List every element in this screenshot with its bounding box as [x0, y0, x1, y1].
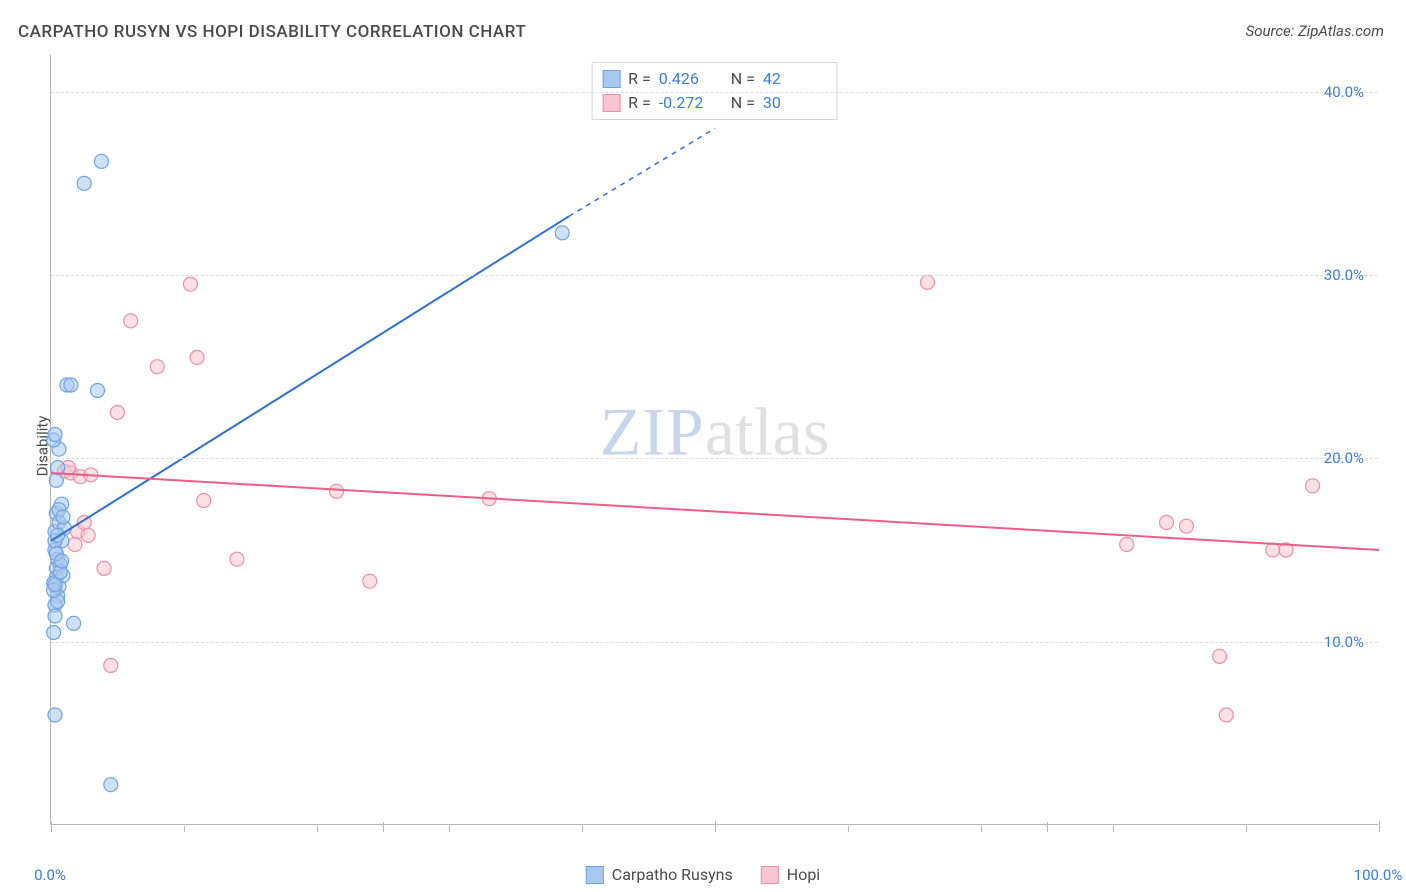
y-axis-label: Disability: [33, 416, 51, 477]
y-tick-label: 10.0%: [1324, 633, 1364, 651]
y-tick-label: 30.0%: [1324, 266, 1364, 284]
scatter-point-b: [920, 275, 934, 289]
legend-label: Hopi: [787, 865, 820, 884]
r-value: -0.272: [659, 91, 723, 115]
x-tick: [1379, 822, 1380, 832]
scatter-point-b: [1160, 516, 1174, 530]
x-tick-label: 100.0%: [1354, 866, 1403, 884]
scatter-point-b: [110, 406, 124, 420]
r-value: 0.426: [659, 67, 723, 91]
scatter-point-a: [555, 226, 569, 240]
r-label: R =: [628, 91, 651, 115]
gridline: [51, 92, 1378, 93]
chart-title: CARPATHO RUSYN VS HOPI DISABILITY CORREL…: [18, 22, 526, 42]
scatter-point-a: [64, 378, 78, 392]
scatter-point-a: [48, 428, 62, 442]
x-tick: [1113, 826, 1114, 832]
scatter-point-b: [68, 538, 82, 552]
x-tick: [1047, 822, 1048, 832]
legend-stat-row: R = 0.426 N = 42: [602, 67, 827, 91]
gridline: [51, 458, 1378, 459]
scatter-point-b: [1306, 479, 1320, 493]
source-attribution: Source: ZipAtlas.com: [1246, 22, 1384, 40]
scatter-point-a: [47, 626, 61, 640]
scatter-point-b: [124, 314, 138, 328]
x-tick: [383, 822, 384, 832]
scatter-point-b: [330, 484, 344, 498]
x-tick: [848, 826, 849, 832]
legend-item: Hopi: [761, 865, 820, 884]
scatter-point-b: [104, 659, 118, 673]
n-label: N =: [731, 91, 755, 115]
scatter-point-a: [77, 176, 91, 190]
x-tick: [317, 826, 318, 832]
scatter-point-b: [1219, 708, 1233, 722]
n-label: N =: [731, 67, 755, 91]
x-tick: [981, 826, 982, 832]
x-tick: [1246, 826, 1247, 832]
legend-swatch: [602, 94, 620, 112]
x-tick-label: 0.0%: [34, 866, 66, 884]
trend-line-a-ext: [569, 128, 715, 216]
plot-area: ZIPatlas R =0.426N =42R =-0.272N =30 10.…: [50, 55, 1378, 825]
scatter-point-b: [81, 528, 95, 542]
scatter-point-b: [363, 574, 377, 588]
legend-swatch: [586, 866, 604, 884]
scatter-point-b: [1179, 519, 1193, 533]
scatter-point-b: [1120, 538, 1134, 552]
scatter-point-a: [49, 473, 63, 487]
scatter-point-b: [197, 494, 211, 508]
gridline: [51, 275, 1378, 276]
scatter-point-b: [190, 351, 204, 365]
scatter-point-a: [48, 578, 62, 592]
r-label: R =: [628, 67, 651, 91]
x-tick: [582, 826, 583, 832]
x-tick: [449, 826, 450, 832]
scatter-point-a: [90, 384, 104, 398]
gridline: [51, 642, 1378, 643]
plot-svg: [51, 55, 1378, 824]
legend-item: Carpatho Rusyns: [586, 865, 733, 884]
legend-swatch: [602, 70, 620, 88]
scatter-point-a: [94, 154, 108, 168]
x-tick: [715, 822, 716, 832]
scatter-point-a: [104, 778, 118, 792]
y-tick-label: 20.0%: [1324, 449, 1364, 467]
y-tick-label: 40.0%: [1324, 83, 1364, 101]
scatter-point-b: [1213, 649, 1227, 663]
scatter-point-a: [48, 708, 62, 722]
scatter-point-b: [150, 360, 164, 374]
scatter-point-b: [230, 552, 244, 566]
x-tick: [51, 822, 52, 832]
trend-line-b: [51, 473, 1379, 550]
n-value: 42: [763, 67, 827, 91]
scatter-point-b: [183, 277, 197, 291]
x-tick: [184, 826, 185, 832]
legend-swatch: [761, 866, 779, 884]
scatter-point-a: [67, 616, 81, 630]
legend-series: Carpatho Rusyns Hopi: [586, 865, 820, 884]
legend-label: Carpatho Rusyns: [612, 865, 733, 884]
chart-container: CARPATHO RUSYN VS HOPI DISABILITY CORREL…: [0, 0, 1406, 892]
scatter-point-a: [48, 609, 62, 623]
legend-stat-row: R = -0.272 N = 30: [602, 91, 827, 115]
scatter-point-a: [56, 510, 70, 524]
scatter-point-b: [97, 561, 111, 575]
scatter-point-a: [55, 554, 69, 568]
n-value: 30: [763, 91, 827, 115]
